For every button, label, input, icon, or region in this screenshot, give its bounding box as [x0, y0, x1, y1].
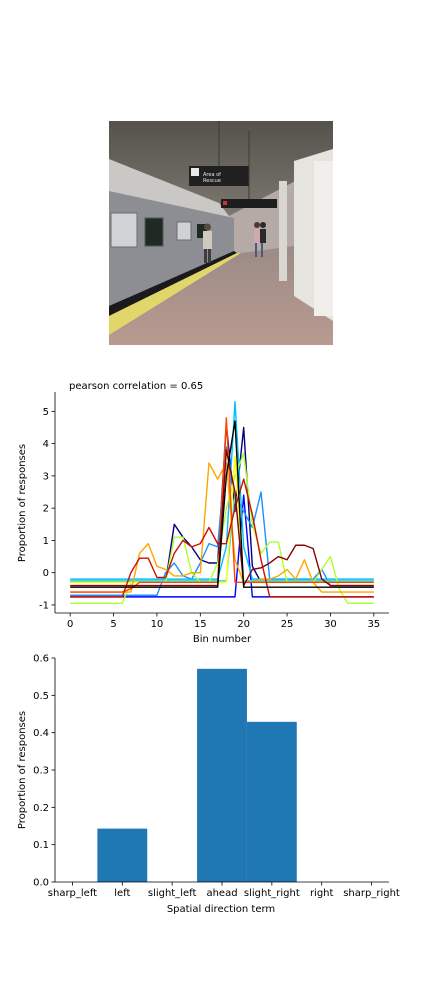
x-tick-label: sharp_right [343, 888, 400, 899]
y-axis-label: Proportion of responses [17, 711, 28, 829]
y-tick-label: 0.4 [33, 728, 49, 739]
x-axis-ticks: 0 5 10 15 20 25 30 35 [67, 613, 380, 630]
y-tick-label: 2 [43, 504, 49, 515]
x-tick-label: 20 [237, 619, 250, 630]
y-tick-label: 0.5 [33, 691, 49, 702]
line-series-10 [70, 478, 374, 598]
x-tick-label: 15 [194, 619, 207, 630]
bar-chart: 0.0 0.1 0.2 0.3 0.4 0.5 0.6 sharp_left left slig… [17, 654, 400, 916]
x-axis-ticks: sharp_left left slight_left ahead slight_rig… [48, 882, 400, 899]
x-tick-label: 25 [281, 619, 294, 630]
y-tick-label: 0 [43, 568, 49, 579]
y-tick-label: 0.2 [33, 803, 49, 814]
bar-ahead [197, 668, 247, 882]
y-tick-label: -1 [39, 600, 49, 611]
y-tick-label: 0.0 [33, 878, 49, 889]
line-series-9 [70, 417, 374, 593]
bar-group [97, 668, 297, 882]
x-tick-label: 0 [67, 619, 73, 630]
x-tick-label: 30 [324, 619, 337, 630]
y-tick-label: 1 [43, 536, 49, 547]
y-tick-label: 3 [43, 471, 49, 482]
x-tick-label: 10 [151, 619, 164, 630]
line-series-12 [70, 420, 374, 588]
x-tick-label: left [114, 888, 130, 899]
x-tick-label: 5 [110, 619, 116, 630]
y-axis-label: Proportion of responses [17, 444, 28, 562]
x-tick-label: sharp_left [48, 888, 97, 899]
svg-text:Rescue: Rescue [203, 178, 221, 184]
subway-platform-photo: Area of Rescue [109, 121, 333, 345]
line-series-4 [70, 400, 374, 580]
bar-slight_right [246, 721, 297, 882]
line-chart: pearson correlation = 0.65 -1 0 1 2 3 4 5 0 5 10… [17, 381, 389, 645]
line-series-group [70, 400, 374, 605]
y-tick-label: 5 [43, 407, 49, 418]
chart-title: pearson correlation = 0.65 [69, 381, 203, 392]
y-tick-label: 4 [43, 439, 49, 450]
x-tick-label: slight_right [244, 888, 300, 899]
bar-left [97, 828, 148, 882]
x-axis-label: Bin number [193, 634, 252, 645]
line-series-11 [70, 449, 374, 587]
y-tick-label: 0.6 [33, 654, 49, 665]
y-tick-label: 0.3 [33, 766, 49, 777]
x-tick-label: ahead [206, 888, 237, 899]
x-tick-label: slight_left [148, 888, 197, 899]
y-axis-ticks: -1 0 1 2 3 4 5 [39, 407, 55, 611]
x-tick-label: 35 [367, 619, 380, 630]
x-axis-label: Spatial direction term [167, 904, 275, 915]
svg-text:Area of: Area of [203, 172, 221, 178]
x-tick-label: right [310, 888, 334, 899]
y-tick-label: 0.1 [33, 840, 49, 851]
y-axis-ticks: 0.0 0.1 0.2 0.3 0.4 0.5 0.6 [33, 654, 55, 889]
